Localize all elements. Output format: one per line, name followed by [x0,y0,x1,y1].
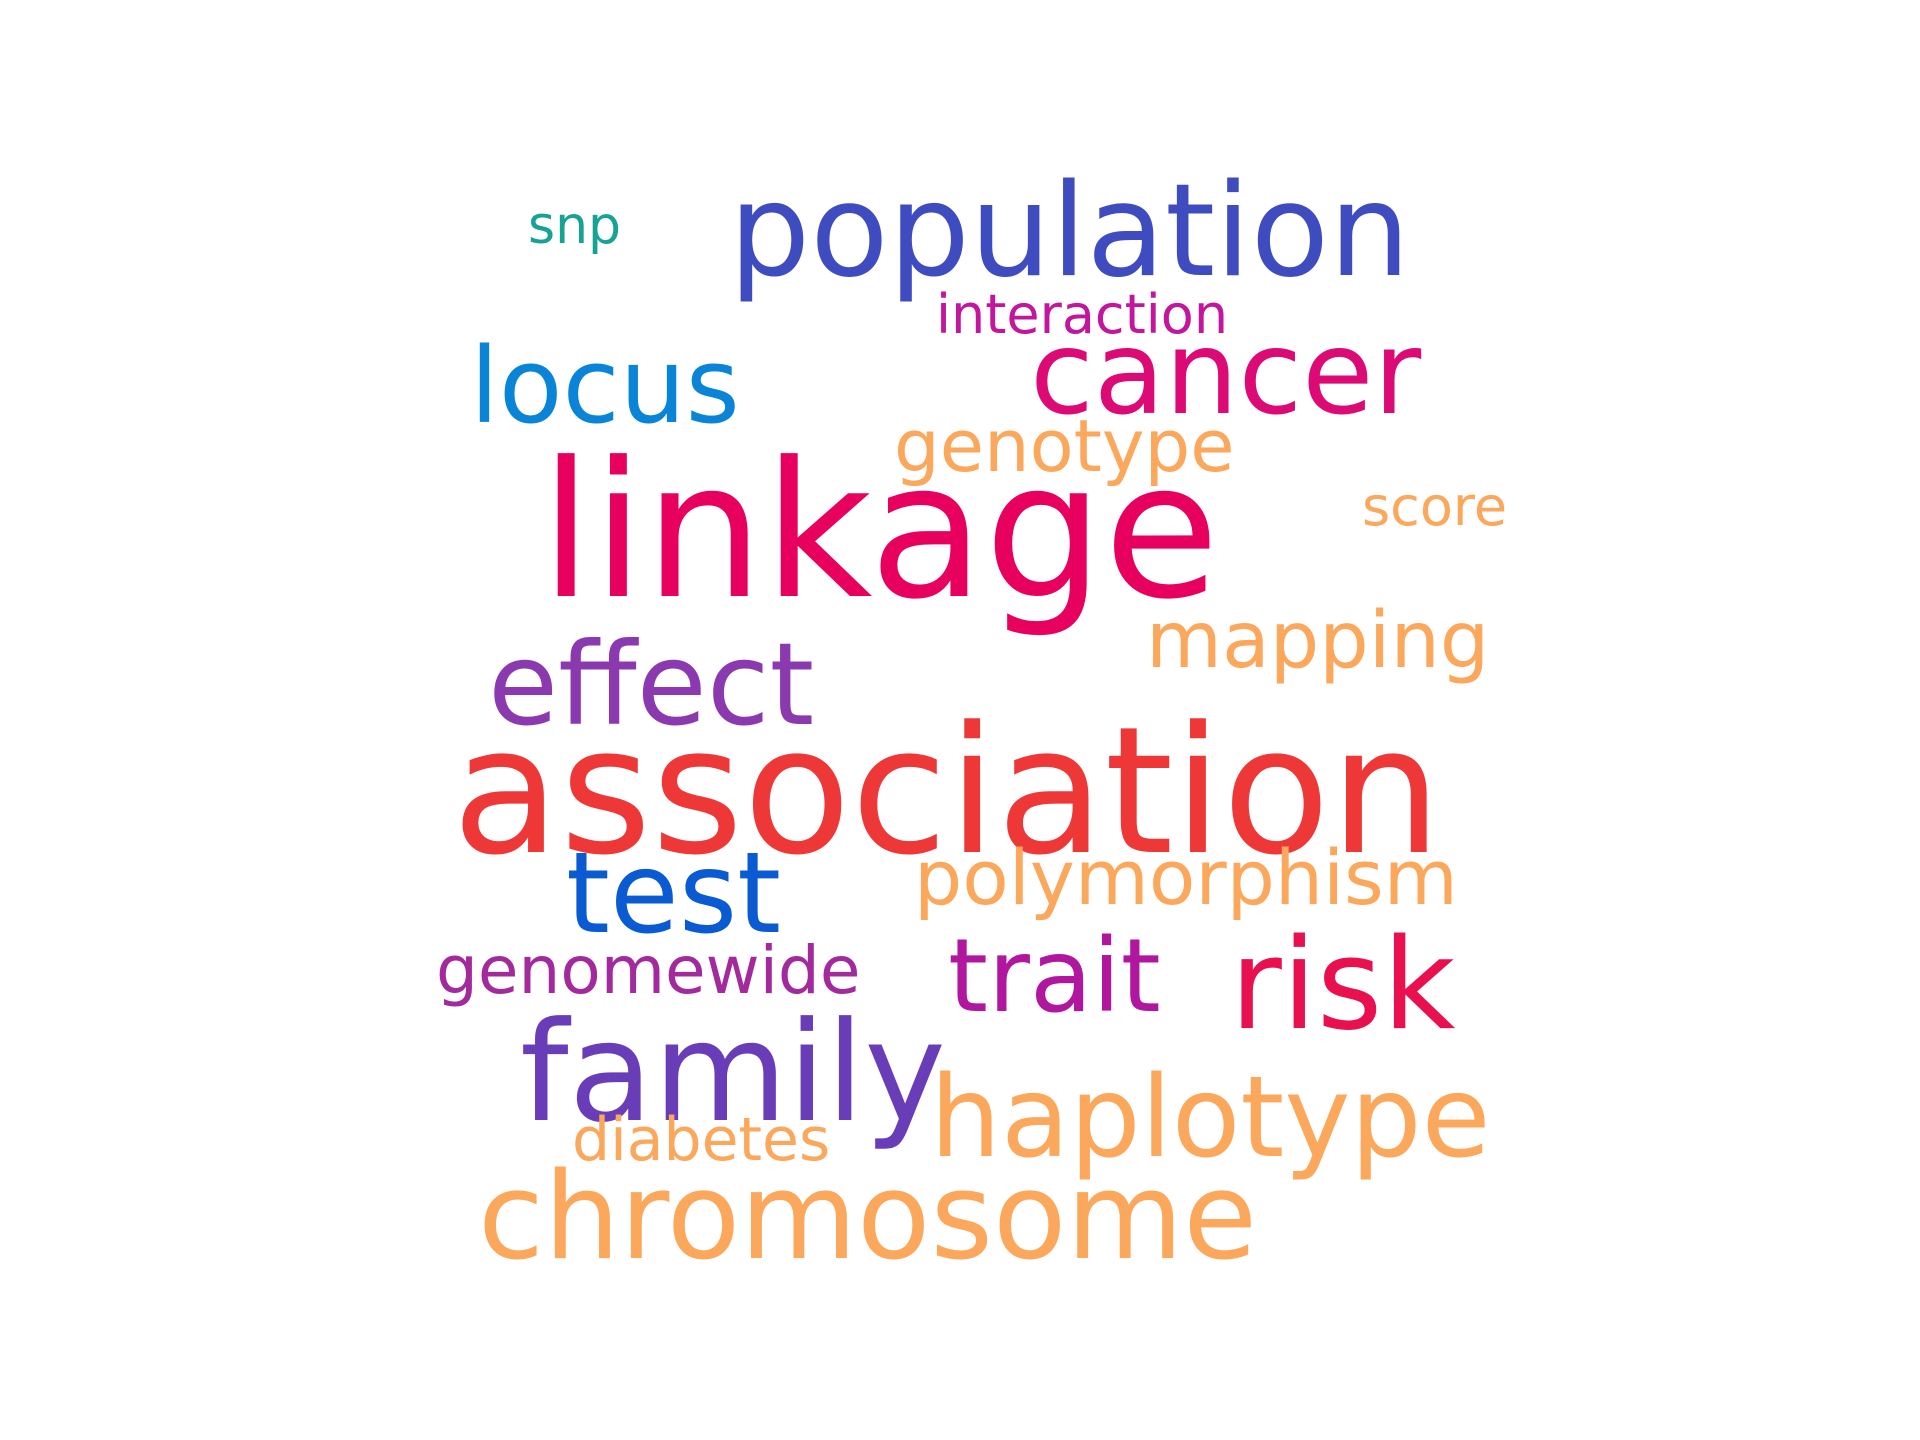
word-linkage: linkage [540,422,1220,641]
word-snp: snp [528,196,622,256]
word-population: population [729,157,1411,306]
word-mapping: mapping [1146,596,1490,686]
word-family: family [520,992,946,1153]
word-diabetes: diabetes [572,1105,831,1175]
word-score: score [1362,475,1508,538]
word-haplotype: haplotype [930,1053,1491,1183]
word-interaction: interaction [936,283,1229,346]
word-association: association [452,689,1442,894]
word-polymorphism: polymorphism [914,833,1458,922]
word-locus: locus [470,325,740,447]
word-trait: trait [948,917,1161,1036]
word-genotype: genotype [894,404,1235,488]
word-genomewide: genomewide [436,932,861,1009]
word-cancer: cancer [1030,306,1422,441]
word-effect: effect [488,618,815,751]
word-chromosome: chromosome [478,1148,1258,1287]
word-test: test [566,829,782,959]
word-risk: risk [1230,911,1456,1058]
